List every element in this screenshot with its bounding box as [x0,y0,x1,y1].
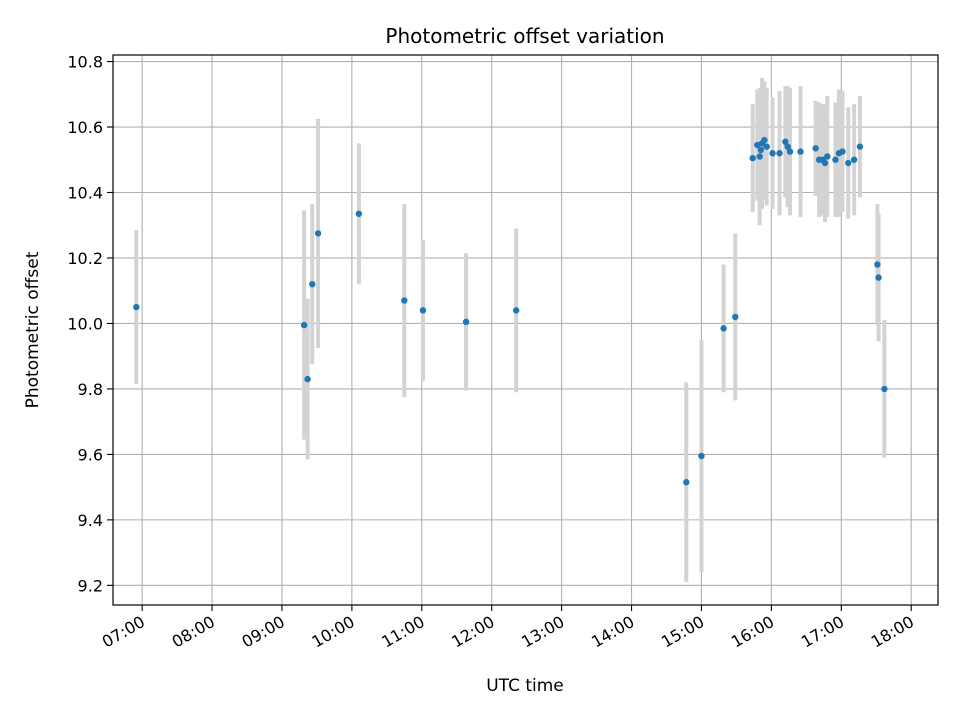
data-points [133,136,888,486]
data-point [797,148,804,155]
data-point [309,280,316,288]
grid-lines [113,55,938,605]
data-point [832,156,839,163]
data-point [786,148,794,155]
y-axis-label: Photometric offset [23,251,43,408]
data-point [839,148,846,155]
chart-title: Photometric offset variation [385,24,664,48]
data-point [845,159,852,167]
data-point [720,325,727,332]
data-point [821,159,829,167]
data-point [419,307,427,314]
data-point [761,136,768,144]
data-point [782,138,789,145]
data-point [401,297,408,304]
y-tick-label: 9.8 [78,380,103,399]
data-point [769,150,776,157]
data-point [462,318,470,326]
y-tick-label: 9.2 [78,576,103,595]
plot-frame [112,54,939,606]
data-point [512,307,520,314]
data-point [698,452,705,460]
x-axis-label: UTC time [486,676,564,696]
data-point [732,313,739,321]
data-point [784,143,791,150]
y-tick-label: 9.6 [78,445,103,464]
y-tick-label: 10.4 [67,184,103,203]
data-point [757,146,765,154]
data-point [314,230,322,237]
data-point [749,154,756,162]
data-point [304,375,311,383]
data-point [812,145,819,152]
data-point [300,321,308,329]
data-point [850,156,858,163]
y-tick-label: 10.8 [67,53,103,72]
data-point [881,385,888,393]
data-point [856,143,864,150]
y-tick-label: 10.0 [67,314,103,333]
data-point [776,150,783,157]
data-point [824,153,831,160]
data-point [763,143,770,150]
data-point [756,153,763,160]
data-point [355,210,363,217]
data-point [875,274,882,281]
y-tick-label: 10.2 [67,249,103,268]
y-tick-label: 9.4 [78,511,103,530]
data-point [683,479,690,486]
y-tick-label: 10.6 [67,118,103,137]
data-point [133,303,140,311]
data-point [874,261,881,268]
